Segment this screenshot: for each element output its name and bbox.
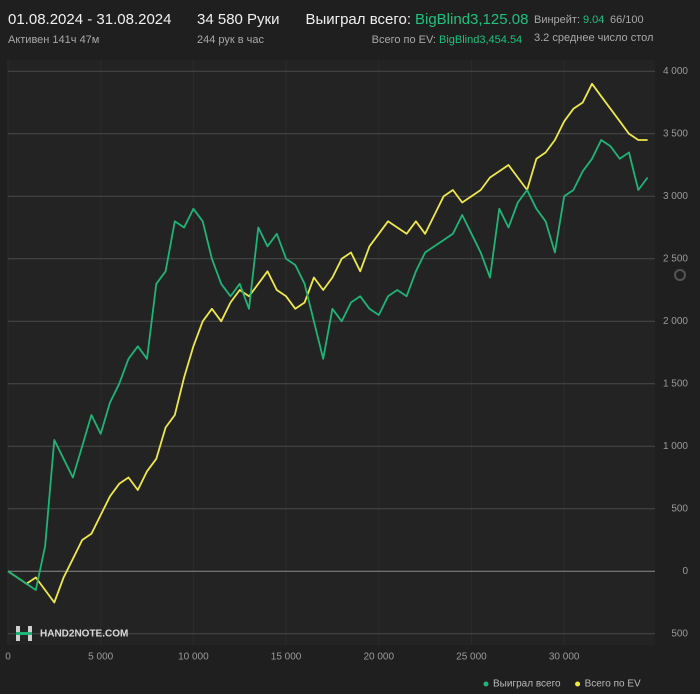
x-tick-label: 25 000 [456, 652, 487, 663]
series-line [7, 82, 648, 604]
logo [16, 626, 32, 641]
tables: 3.2 среднее число стол [534, 32, 653, 44]
won-label: Выиграл всего: [305, 11, 411, 28]
x-tick-label: 0 [5, 652, 11, 663]
x-tick-label: 15 000 [271, 652, 302, 663]
hands: 34 580 Руки [197, 11, 280, 28]
y-tick-label: 2 500 [663, 253, 688, 264]
legend-marker [483, 681, 489, 687]
x-tick-label: 20 000 [363, 652, 394, 663]
active-time: Активен 141ч 47м [8, 34, 99, 46]
winrate-label: Винрейт: [534, 14, 580, 26]
ev-label: Всего по EV: [372, 34, 436, 46]
hands-per-hour: 244 рук в час [197, 34, 265, 46]
y-tick-label: 2 000 [663, 316, 688, 327]
settings-icon[interactable] [674, 269, 686, 281]
y-tick-label: 1 000 [663, 441, 688, 452]
legend-label: Всего по EV [585, 679, 641, 690]
y-tick-label: 500 [671, 503, 688, 514]
winrate-unit: 66/100 [610, 14, 644, 26]
plot-area [8, 60, 655, 645]
legend-label: Выиграл всего [493, 679, 561, 690]
period: 01.08.2024 - 31.08.2024 [8, 11, 171, 28]
y-tick-label: 3 500 [663, 128, 688, 139]
y-tick-label: 3 000 [663, 191, 688, 202]
winrate-value: 9.04 [583, 14, 604, 26]
x-tick-label: 5 000 [88, 652, 113, 663]
ev-value: BigBlind3,454.54 [439, 34, 522, 46]
series-line [7, 139, 649, 591]
legend-marker [575, 681, 581, 687]
x-tick-label: 10 000 [178, 652, 209, 663]
x-tick-label: 30 000 [549, 652, 580, 663]
y-tick-label: 4 000 [663, 66, 688, 77]
y-tick-label: 1 500 [663, 378, 688, 389]
y-tick-label: 0 [682, 566, 688, 577]
y-tick-label: 500 [671, 628, 688, 639]
won-value: BigBlind3,125.08 [415, 11, 528, 28]
watermark: HAND2NOTE.COM [40, 629, 128, 640]
